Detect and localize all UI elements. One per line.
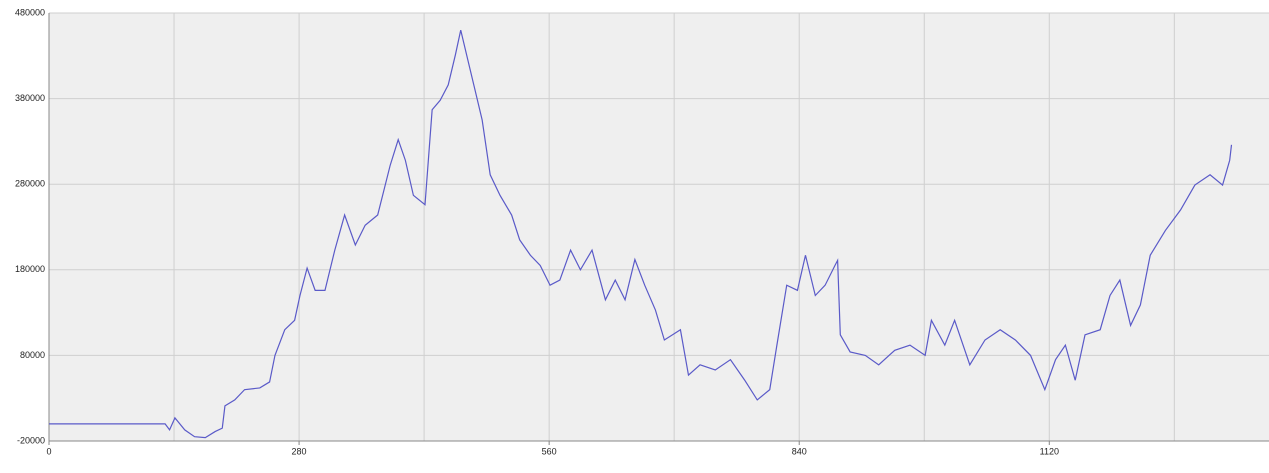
x-tick-label: 1120 [1040, 446, 1059, 456]
y-tick-label: 180000 [15, 264, 45, 274]
x-tick-label: 840 [792, 446, 807, 456]
y-tick-label: 380000 [15, 93, 45, 103]
y-tick-label: 80000 [20, 350, 45, 360]
data-line [49, 29, 1233, 439]
y-tick-label: -20000 [17, 435, 45, 445]
plot-area [49, 13, 1269, 441]
x-tick-label: 280 [292, 446, 307, 456]
x-tick-label: 0 [46, 446, 51, 456]
y-tick-label: 480000 [15, 7, 45, 17]
x-tick-label: 560 [542, 446, 557, 456]
y-tick-label: 280000 [15, 179, 45, 189]
